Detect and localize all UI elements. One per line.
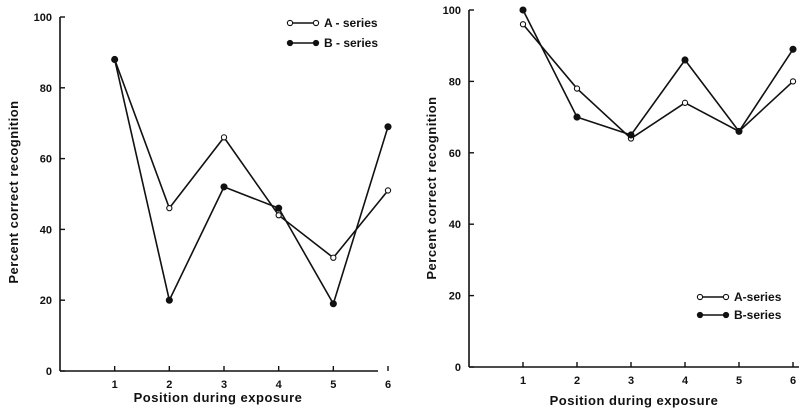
x-axis-label: Position during exposure — [550, 393, 719, 408]
x-tick-label: 3 — [628, 375, 634, 387]
x-tick-label: 6 — [790, 375, 796, 387]
y-tick-label: 100 — [443, 5, 461, 17]
y-tick-label: 60 — [449, 148, 461, 160]
data-point-b — [329, 300, 337, 308]
legend-marker — [312, 39, 320, 47]
y-tick-label: 100 — [34, 12, 52, 24]
x-axis-label: Position during exposure — [134, 390, 303, 405]
x-tick-label: 5 — [736, 375, 742, 387]
x-tick-label: 2 — [166, 379, 172, 391]
data-point-b — [165, 296, 173, 304]
y-axis-label: Percent correct recognition — [6, 100, 21, 283]
data-point-a — [384, 187, 392, 194]
data-point-a — [330, 254, 337, 261]
y-tick-label: 20 — [449, 291, 461, 303]
legend-label: B-series — [734, 308, 782, 322]
data-point-b — [573, 113, 581, 121]
legend-marker — [286, 19, 294, 27]
series-line-b — [113, 59, 389, 306]
y-tick-label: 80 — [40, 83, 52, 95]
data-point-b — [519, 6, 527, 14]
x-tick-label: 3 — [221, 379, 227, 391]
x-tick-label: 4 — [276, 379, 283, 391]
legend-marker — [696, 293, 704, 301]
data-point-a — [789, 78, 797, 85]
left-chart: 0 20 40 60 80 100 1 2 3 4 5 6 Percent correct recogn… — [6, 12, 392, 405]
legend-marker — [722, 311, 730, 319]
x-tick-label: 1 — [112, 379, 118, 391]
data-point-b — [275, 204, 283, 212]
legend-label: A - series — [324, 16, 378, 30]
data-point-a — [681, 99, 689, 106]
data-point-a — [519, 21, 527, 28]
series-line-a — [522, 23, 794, 140]
series-line-a — [113, 59, 389, 259]
data-point-b — [735, 127, 743, 135]
data-point-b — [681, 56, 689, 64]
y-tick-label: 80 — [449, 76, 461, 88]
series-line-b — [522, 9, 794, 136]
x-tick-label: 1 — [520, 375, 526, 387]
data-point-b — [789, 45, 797, 53]
legend-marker — [696, 311, 704, 319]
right-chart: 0 20 40 60 80 100 1 2 3 4 5 6 Percent correct recogn… — [424, 5, 799, 408]
x-tick-label: 6 — [385, 379, 391, 391]
y-tick-label: 40 — [40, 224, 52, 236]
data-point-b — [384, 123, 392, 131]
legend-label: A-series — [734, 290, 782, 304]
data-point-b — [220, 183, 228, 191]
data-point-a — [275, 212, 282, 219]
data-point-b — [627, 131, 635, 139]
legend-marker — [312, 19, 320, 27]
x-tick-label: 5 — [330, 379, 336, 391]
y-axis-label: Percent correct recognition — [424, 96, 439, 279]
legend-label: B - series — [324, 36, 378, 50]
y-tick-label: 60 — [40, 154, 52, 166]
y-tick-label: 40 — [449, 219, 461, 231]
y-tick-label: 20 — [40, 295, 52, 307]
x-tick-label: 2 — [574, 375, 580, 387]
data-point-a — [573, 85, 581, 92]
data-point-a — [166, 205, 173, 212]
y-tick-label: 0 — [455, 362, 461, 374]
legend-marker — [286, 39, 294, 47]
data-point-b — [111, 55, 119, 64]
x-tick-label: 4 — [682, 375, 689, 387]
y-tick-label: 0 — [46, 366, 52, 378]
legend-marker — [722, 293, 730, 301]
data-point-a — [220, 134, 228, 141]
